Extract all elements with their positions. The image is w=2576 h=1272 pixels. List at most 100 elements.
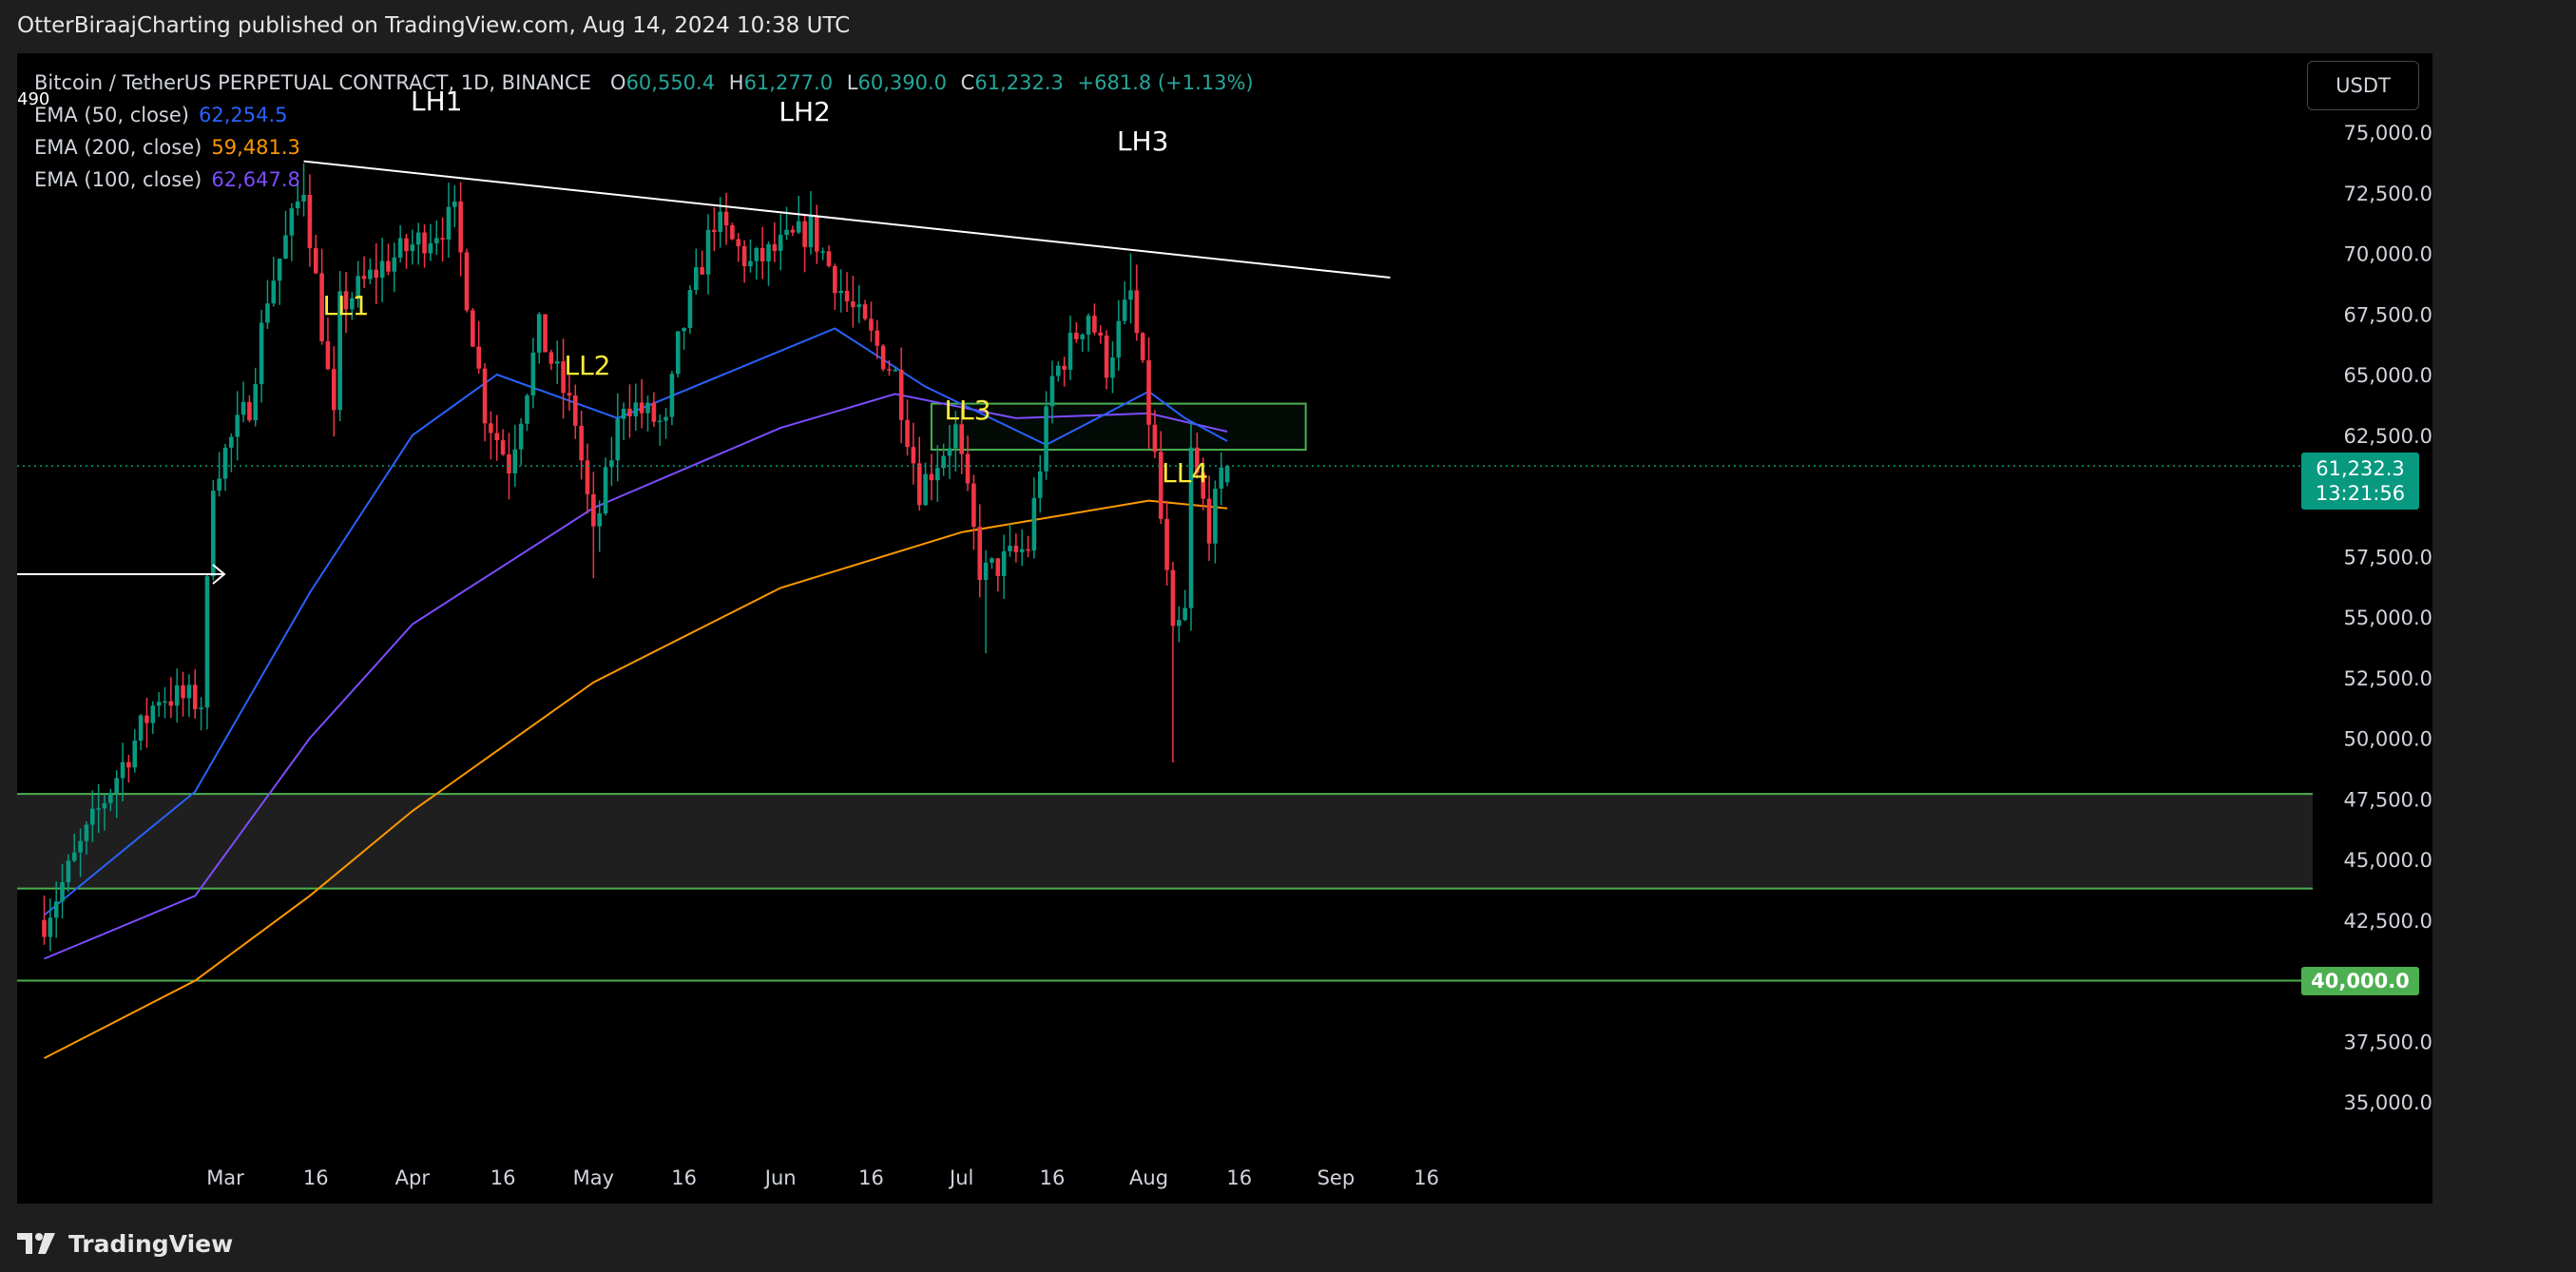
price-axis-tick: 42,500.0 bbox=[2343, 910, 2432, 933]
candle-body bbox=[507, 454, 511, 473]
candle-body bbox=[1158, 452, 1163, 519]
candle-body bbox=[120, 761, 125, 779]
close-value: 61,232.3 bbox=[974, 71, 1064, 94]
price-axis-tick: 70,000.0 bbox=[2343, 243, 2432, 266]
candle-body bbox=[1049, 376, 1055, 407]
candle-body bbox=[199, 707, 203, 710]
candle-body bbox=[319, 273, 324, 341]
price-axis-tick: 37,500.0 bbox=[2343, 1031, 2432, 1053]
candle-body bbox=[71, 852, 77, 861]
candle-body bbox=[554, 361, 560, 364]
candle-body bbox=[1067, 333, 1073, 370]
candle-body bbox=[277, 258, 282, 281]
candle-body bbox=[259, 322, 264, 385]
level-price-tag: 40,000.0 bbox=[2301, 966, 2419, 995]
indicator-ema100[interactable]: EMA (100, close) 62,647.8 bbox=[34, 164, 1261, 196]
candle-body bbox=[579, 425, 584, 461]
candle-body bbox=[772, 243, 778, 251]
candle-body bbox=[1206, 498, 1212, 544]
time-axis-tick: 16 bbox=[858, 1166, 884, 1189]
candle-body bbox=[1037, 471, 1043, 498]
candle-body bbox=[1019, 549, 1025, 552]
candle-body bbox=[898, 370, 904, 420]
candle-body bbox=[1213, 489, 1218, 544]
candle-body bbox=[591, 493, 596, 527]
candle-body bbox=[379, 260, 385, 279]
tradingview-logo-icon bbox=[17, 1233, 55, 1254]
candle-body bbox=[862, 304, 868, 319]
currency-button[interactable]: USDT bbox=[2307, 61, 2419, 110]
time-axis-tick: Sep bbox=[1317, 1166, 1355, 1189]
candle-body bbox=[1152, 424, 1158, 453]
candle-body bbox=[138, 715, 144, 742]
candle-body bbox=[1195, 447, 1200, 473]
price-axis-tick: 50,000.0 bbox=[2343, 728, 2432, 751]
indicator-label: EMA (100, close) bbox=[34, 168, 202, 191]
candle-body bbox=[217, 478, 221, 491]
chart-pane[interactable]: LH1 LH2 LH3 LL1 LL2 LL3 LL4 75,000.0 72,500.0 70… bbox=[17, 53, 2432, 1204]
candle-body bbox=[84, 824, 89, 841]
price-axis-tick: 35,000.0 bbox=[2343, 1091, 2432, 1114]
candle-body bbox=[518, 423, 524, 450]
support-zone-box bbox=[17, 794, 2313, 889]
candle-body bbox=[657, 420, 663, 423]
candle-body bbox=[525, 395, 529, 424]
candle-body bbox=[90, 808, 95, 825]
time-axis-tick: Jul bbox=[948, 1166, 973, 1189]
price-axis-tick: 47,500.0 bbox=[2343, 788, 2432, 811]
candle-body bbox=[923, 473, 928, 506]
candle-body bbox=[723, 211, 729, 226]
candle-body bbox=[1128, 290, 1133, 300]
candle-body bbox=[144, 715, 149, 723]
candle-body bbox=[283, 235, 288, 259]
price-axis-tick: 52,500.0 bbox=[2343, 667, 2432, 690]
candle-body bbox=[53, 901, 59, 918]
indicator-ema50[interactable]: EMA (50, close) 62,254.5 bbox=[34, 99, 1261, 131]
candle-body bbox=[953, 424, 958, 449]
annotation-ll3: LL3 bbox=[945, 395, 991, 426]
price-axis-tick: 75,000.0 bbox=[2343, 122, 2432, 145]
candle-body bbox=[1201, 472, 1205, 499]
high-value: 61,277.0 bbox=[743, 71, 834, 94]
candle-body bbox=[778, 235, 783, 251]
candle-body bbox=[240, 401, 246, 415]
candle-body bbox=[851, 301, 855, 308]
candle-body bbox=[1056, 365, 1061, 376]
candle-body bbox=[301, 194, 306, 202]
candle-body bbox=[645, 402, 650, 414]
candle-body bbox=[929, 473, 934, 481]
candle-body bbox=[440, 238, 445, 240]
candle-body bbox=[585, 460, 590, 494]
low-label: L bbox=[846, 71, 858, 94]
candle-body bbox=[1188, 447, 1194, 608]
candle-body bbox=[1140, 333, 1145, 360]
candle-body bbox=[247, 401, 252, 421]
candle-body bbox=[705, 229, 711, 275]
candle-body bbox=[916, 463, 922, 506]
change-value: +681.8 (+1.13%) bbox=[1077, 71, 1254, 94]
indicator-ema200[interactable]: EMA (200, close) 59,481.3 bbox=[34, 131, 1261, 164]
annotation-ll2: LL2 bbox=[564, 350, 610, 381]
price-chart[interactable]: LH1 LH2 LH3 LL1 LL2 LL3 LL4 75,000.0 72,500.0 70… bbox=[17, 53, 2432, 1204]
candle-body bbox=[718, 211, 722, 233]
annotation-lh3: LH3 bbox=[1117, 125, 1168, 157]
symbol-name[interactable]: Bitcoin / TetherUS PERPETUAL CONTRACT, 1… bbox=[34, 71, 591, 94]
last-price-tag: 61,232.3 13:21:56 bbox=[2301, 453, 2419, 511]
candle-body bbox=[826, 251, 832, 266]
candle-body bbox=[415, 232, 421, 245]
candle-body bbox=[1170, 569, 1176, 626]
time-axis-tick: Jun bbox=[763, 1166, 797, 1189]
time-axis-tick: Apr bbox=[395, 1166, 431, 1189]
candle-body bbox=[265, 303, 270, 323]
candle-body bbox=[512, 449, 518, 473]
ema200-line bbox=[44, 499, 1228, 1059]
candle-body bbox=[174, 684, 180, 706]
annotation-ll1: LL1 bbox=[322, 290, 369, 321]
candle-body bbox=[833, 265, 837, 294]
candle-body bbox=[621, 408, 626, 419]
candle-body bbox=[482, 368, 488, 424]
candle-body bbox=[1092, 316, 1097, 333]
candle-body bbox=[639, 402, 644, 414]
candle-body bbox=[356, 276, 360, 299]
chart-legend: Bitcoin / TetherUS PERPETUAL CONTRACT, 1… bbox=[34, 67, 1261, 196]
